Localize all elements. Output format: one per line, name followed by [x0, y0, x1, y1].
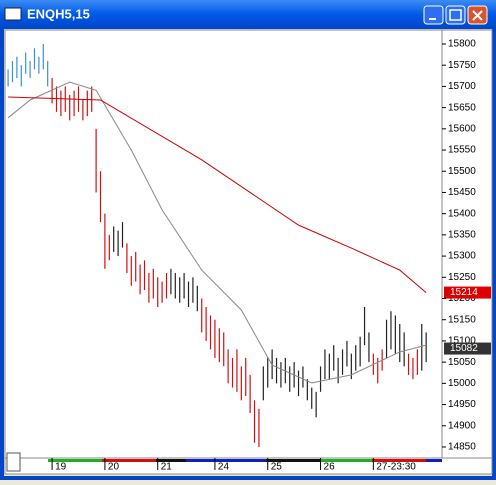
price-marker: [444, 342, 491, 355]
title-bar: [0, 0, 496, 29]
session-strip: [48, 459, 442, 462]
minimize-button[interactable]: [423, 5, 444, 25]
window-title: ENQH5,15: [27, 6, 90, 21]
strip: [320, 459, 372, 462]
strip: [102, 459, 156, 462]
y-tick-label: 15000: [448, 378, 476, 389]
x-tick-label: 25: [271, 462, 283, 473]
y-tick-label: 15450: [448, 187, 476, 198]
y-tick-label: 15550: [448, 145, 476, 156]
price-marker-label: 15082: [450, 343, 478, 354]
x-tick-label: 24: [218, 462, 230, 473]
x-tick-label: 26: [324, 462, 336, 473]
y-tick-label: 15400: [448, 208, 476, 219]
strip: [48, 459, 102, 462]
x-tick-label: 21: [161, 462, 173, 473]
y-tick-label: 15500: [448, 166, 476, 177]
strip: [426, 459, 442, 462]
y-tick-label: 15200: [448, 293, 476, 304]
y-tick-label: 15350: [448, 230, 476, 241]
y-tick-label: 15650: [448, 102, 476, 113]
maximize-button[interactable]: [445, 5, 466, 25]
y-tick-label: 15600: [448, 123, 476, 134]
y-tick-label: 15100: [448, 336, 476, 347]
y-tick-label: 15150: [448, 314, 476, 325]
y-tick-label: 15050: [448, 357, 476, 368]
strip: [372, 459, 426, 462]
strip: [266, 459, 320, 462]
window-buttons: [423, 5, 488, 25]
maximize-icon: [449, 9, 462, 21]
y-tick-label: 15250: [448, 272, 476, 283]
y-tick-label: 15750: [448, 60, 476, 71]
moving-average: [8, 96, 427, 293]
scroll-box[interactable]: [6, 452, 21, 472]
y-tick-label: 14900: [448, 420, 476, 431]
price-axis: [441, 29, 493, 459]
y-tick-label: 15800: [448, 39, 476, 50]
strip: [186, 459, 266, 462]
price-marker: [444, 286, 491, 299]
y-tick-label: 14950: [448, 399, 476, 410]
y-tick-label: 15700: [448, 81, 476, 92]
x-tick-label: 19: [55, 462, 67, 473]
x-tick-label: 27-23:30: [376, 462, 416, 473]
y-tick-label: 15300: [448, 251, 476, 262]
y-tick-label: 14850: [448, 442, 476, 453]
app-icon: [4, 7, 22, 21]
x-tick-label: 20: [108, 462, 120, 473]
price-marker-label: 15214: [450, 287, 478, 298]
strip: [156, 459, 186, 462]
close-icon: [472, 10, 483, 21]
moving-average: [7, 81, 427, 384]
plot-area: [4, 29, 443, 459]
